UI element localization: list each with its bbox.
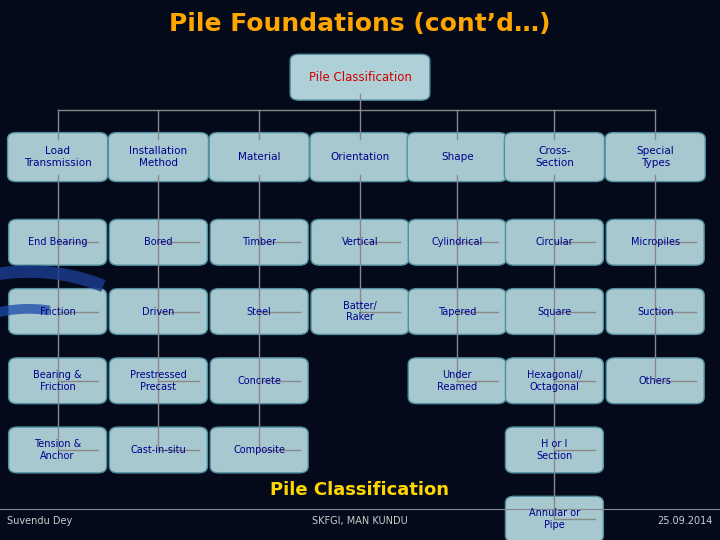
Text: Others: Others: [639, 376, 672, 386]
Text: Hexagonal/
Octagonal: Hexagonal/ Octagonal: [527, 370, 582, 392]
Text: Prestressed
Precast: Prestressed Precast: [130, 370, 186, 392]
Text: Driven: Driven: [143, 307, 174, 316]
Text: Annular or
Pipe: Annular or Pipe: [528, 508, 580, 530]
Text: Special
Types: Special Types: [636, 146, 674, 168]
FancyBboxPatch shape: [9, 427, 107, 473]
Text: Suction: Suction: [637, 307, 673, 316]
Text: Pile Classification: Pile Classification: [271, 481, 449, 499]
FancyBboxPatch shape: [109, 427, 207, 473]
FancyBboxPatch shape: [209, 133, 310, 181]
Text: Friction: Friction: [40, 307, 76, 316]
Text: End Bearing: End Bearing: [28, 237, 87, 247]
Text: Concrete: Concrete: [238, 376, 281, 386]
FancyBboxPatch shape: [7, 133, 108, 181]
FancyBboxPatch shape: [505, 496, 603, 540]
Text: Tension &
Anchor: Tension & Anchor: [34, 439, 81, 461]
Text: 25.09.2014: 25.09.2014: [657, 516, 713, 526]
Text: Vertical: Vertical: [342, 237, 378, 247]
FancyBboxPatch shape: [605, 133, 706, 181]
Text: Micropiles: Micropiles: [631, 237, 680, 247]
Text: Square: Square: [537, 307, 572, 316]
Text: SKFGI, MAN KUNDU: SKFGI, MAN KUNDU: [312, 516, 408, 526]
Text: H or I
Section: H or I Section: [536, 439, 572, 461]
FancyBboxPatch shape: [505, 358, 603, 403]
FancyBboxPatch shape: [290, 55, 430, 100]
FancyBboxPatch shape: [109, 358, 207, 403]
Text: Tapered: Tapered: [438, 307, 477, 316]
FancyBboxPatch shape: [606, 358, 704, 403]
FancyBboxPatch shape: [210, 288, 308, 334]
FancyBboxPatch shape: [504, 133, 605, 181]
Text: Steel: Steel: [247, 307, 271, 316]
FancyBboxPatch shape: [606, 288, 704, 334]
FancyBboxPatch shape: [606, 219, 704, 265]
Text: Pile Foundations (cont’d…): Pile Foundations (cont’d…): [169, 12, 551, 36]
FancyBboxPatch shape: [109, 219, 207, 265]
Text: Batter/
Raker: Batter/ Raker: [343, 301, 377, 322]
Text: Load
Transmission: Load Transmission: [24, 146, 91, 168]
FancyBboxPatch shape: [210, 427, 308, 473]
FancyBboxPatch shape: [310, 133, 410, 181]
Text: Installation
Method: Installation Method: [130, 146, 187, 168]
FancyBboxPatch shape: [109, 288, 207, 334]
FancyBboxPatch shape: [311, 288, 409, 334]
FancyBboxPatch shape: [9, 358, 107, 403]
Text: Cross-
Section: Cross- Section: [535, 146, 574, 168]
FancyBboxPatch shape: [210, 219, 308, 265]
FancyBboxPatch shape: [408, 358, 506, 403]
Text: Suvendu Dey: Suvendu Dey: [7, 516, 73, 526]
Text: Timber: Timber: [242, 237, 276, 247]
Text: Under
Reamed: Under Reamed: [437, 370, 477, 392]
FancyBboxPatch shape: [210, 358, 308, 403]
FancyBboxPatch shape: [311, 219, 409, 265]
FancyBboxPatch shape: [408, 219, 506, 265]
Text: Cast-in-situ: Cast-in-situ: [130, 445, 186, 455]
Text: Bored: Bored: [144, 237, 173, 247]
Text: Orientation: Orientation: [330, 152, 390, 162]
Text: Cylindrical: Cylindrical: [431, 237, 483, 247]
Text: Composite: Composite: [233, 445, 285, 455]
Text: Bearing &
Friction: Bearing & Friction: [33, 370, 82, 392]
FancyBboxPatch shape: [408, 288, 506, 334]
FancyBboxPatch shape: [9, 288, 107, 334]
Text: Pile Classification: Pile Classification: [309, 71, 411, 84]
Text: Material: Material: [238, 152, 281, 162]
FancyBboxPatch shape: [505, 219, 603, 265]
FancyBboxPatch shape: [108, 133, 209, 181]
FancyBboxPatch shape: [9, 219, 107, 265]
Text: Shape: Shape: [441, 152, 474, 162]
FancyBboxPatch shape: [505, 427, 603, 473]
FancyBboxPatch shape: [505, 288, 603, 334]
Text: Circular: Circular: [536, 237, 573, 247]
FancyBboxPatch shape: [408, 133, 507, 181]
